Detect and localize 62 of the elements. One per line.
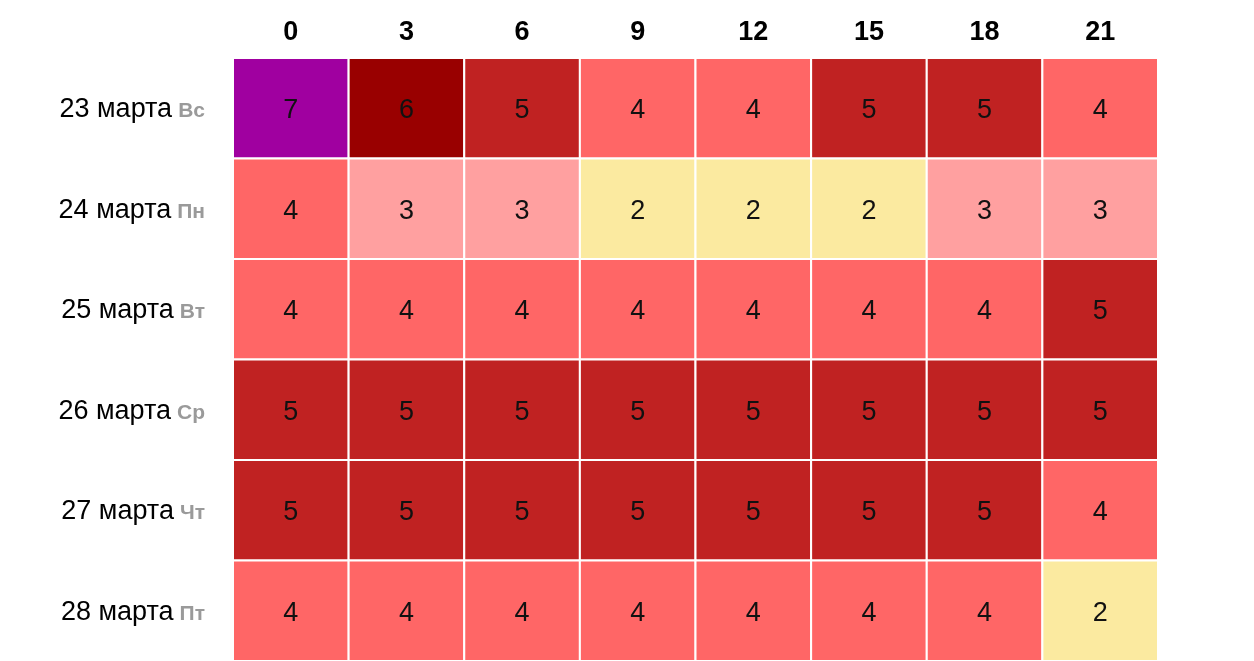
x-tick-label: 21 — [1085, 16, 1116, 46]
data-label: 4 — [630, 295, 646, 326]
data-label: 4 — [745, 596, 761, 627]
data-label: 7 — [283, 94, 299, 125]
data-label: 2 — [1092, 596, 1108, 627]
data-label: 6 — [398, 94, 414, 125]
data-label: 4 — [861, 596, 877, 627]
data-label: 5 — [1092, 295, 1108, 326]
data-label: 5 — [514, 496, 530, 527]
data-label: 5 — [514, 395, 530, 426]
data-label: 4 — [514, 596, 530, 627]
data-label: 3 — [514, 194, 530, 225]
x-tick-label: 12 — [738, 16, 769, 46]
data-label: 4 — [977, 295, 993, 326]
data-label: 5 — [514, 94, 530, 125]
y-tick-label: 27 марта Чт — [61, 495, 205, 526]
x-tick-label: 18 — [969, 16, 1000, 46]
data-label: 4 — [1092, 496, 1108, 527]
data-label: 5 — [745, 496, 761, 527]
data-label: 5 — [283, 395, 299, 426]
y-tick-label: 25 марта Вт — [61, 294, 205, 325]
x-tick-label: 15 — [853, 16, 884, 46]
data-label: 4 — [398, 596, 414, 627]
data-label: 4 — [514, 295, 530, 326]
data-label: 4 — [283, 194, 299, 225]
data-label: 5 — [861, 94, 877, 125]
data-label: 4 — [398, 295, 414, 326]
data-label: 5 — [398, 395, 414, 426]
data-label: 4 — [1092, 94, 1108, 125]
data-label: 2 — [861, 194, 877, 225]
data-label: 5 — [977, 496, 993, 527]
data-label: 5 — [861, 395, 877, 426]
data-label: 5 — [283, 496, 299, 527]
data-label: 4 — [977, 596, 993, 627]
data-label: 4 — [283, 295, 299, 326]
y-tick-label: 26 марта Ср — [58, 394, 205, 425]
x-tick-label: 9 — [630, 16, 646, 46]
y-tick-label: 23 марта Вс — [59, 93, 206, 124]
data-label: 5 — [630, 496, 646, 527]
data-label: 4 — [861, 295, 877, 326]
data-label: 5 — [977, 94, 993, 125]
data-label: 3 — [977, 194, 993, 225]
data-label: 5 — [977, 395, 993, 426]
data-label: 2 — [745, 194, 761, 225]
data-label: 4 — [745, 295, 761, 326]
data-label: 4 — [283, 596, 299, 627]
y-tick-label: 24 марта Пн — [58, 193, 205, 224]
x-tick-label: 3 — [398, 16, 414, 46]
data-label: 5 — [745, 395, 761, 426]
x-tick-label: 0 — [283, 16, 299, 46]
data-label: 3 — [398, 194, 414, 225]
y-tick-label: 28 марта Пт — [60, 595, 205, 626]
data-label: 4 — [630, 94, 646, 125]
data-label: 5 — [630, 395, 646, 426]
data-label: 5 — [861, 496, 877, 527]
data-label: 4 — [745, 94, 761, 125]
data-label: 2 — [630, 194, 646, 225]
data-label: 5 — [398, 496, 414, 527]
data-label: 3 — [1092, 194, 1108, 225]
x-tick-label: 6 — [514, 16, 530, 46]
data-label: 5 — [1092, 395, 1108, 426]
data-label: 4 — [630, 596, 646, 627]
